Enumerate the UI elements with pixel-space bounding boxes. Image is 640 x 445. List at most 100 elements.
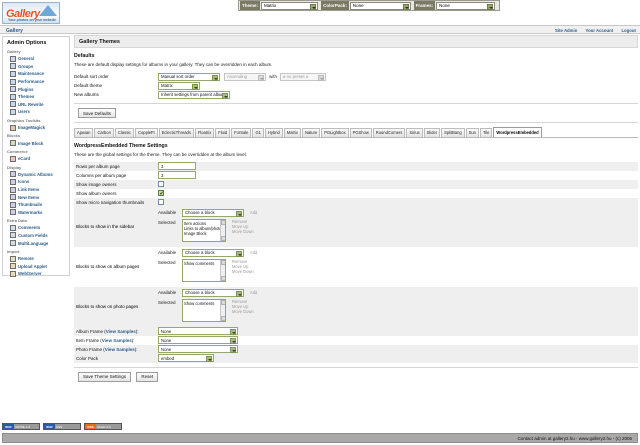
list-item[interactable]: Show comments (184, 260, 215, 266)
sidebar-item-watermarks[interactable]: Watermarks (7, 209, 66, 217)
tab-splitbang[interactable]: SplitBang (441, 127, 465, 137)
validation-badge[interactable]: W3C XHTML 1.0 (2, 423, 40, 430)
available-block-select[interactable]: Choose a block (182, 248, 244, 257)
validation-badge[interactable]: W3C CSS (43, 423, 81, 430)
listbox-scrollbar[interactable] (220, 259, 225, 281)
sidebar-item-multilanguage[interactable]: MultiLanguage (7, 239, 66, 247)
setting-text-input[interactable]: 3 (158, 171, 196, 180)
sidebar-item-custom-fields[interactable]: Custom Fields (7, 232, 66, 240)
setting-checkbox[interactable] (158, 199, 164, 206)
scroll-down-icon[interactable] (221, 315, 225, 321)
view-samples-link[interactable]: View Samples (101, 337, 132, 343)
scroll-up-icon[interactable] (221, 299, 225, 305)
sidebar-item-upload-applet[interactable]: Upload Applet (7, 262, 66, 270)
colorpack-selector[interactable]: None (349, 1, 411, 10)
available-block-select[interactable]: Choose a block (182, 288, 244, 297)
sort-direction-select[interactable]: Ascending (224, 72, 266, 81)
selected-blocks-listbox[interactable]: Show comments (182, 298, 226, 322)
sidebar-item-image-block[interactable]: Image Block (7, 139, 66, 147)
tab-tile[interactable]: Tile (479, 127, 493, 137)
validation-badge[interactable]: RSS VALID 2.0 (84, 423, 122, 430)
tab-floatrix[interactable]: Floatrix (194, 127, 215, 137)
tab-nature[interactable]: Nature (301, 127, 321, 137)
reset-button[interactable]: Reset (136, 371, 159, 382)
block-action-remove[interactable]: Remove (232, 258, 248, 264)
sidebar-item-general[interactable]: General (7, 55, 66, 63)
gallery-logo[interactable]: Gallery Your photos on your website (2, 2, 60, 24)
sort-preset-select[interactable]: a no preset a (280, 72, 327, 81)
tab-roundcorners[interactable]: RoundCorners (372, 127, 406, 137)
block-action-move-down[interactable]: Move Down (232, 268, 254, 274)
sidebar-item-ecard[interactable]: eCard (7, 155, 66, 163)
sidebar-item-url-rewrite[interactable]: URL Rewrite (7, 101, 66, 109)
sidebar-item-plugins[interactable]: Plugins (7, 85, 66, 93)
tab-eclecticthreads[interactable]: EclecticThreads (158, 127, 194, 137)
add-block-link[interactable]: Add (250, 289, 258, 295)
tab-coppleft[interactable]: CoppleFt (135, 127, 158, 137)
list-item[interactable]: Links to album/photo peers (184, 225, 225, 231)
save-theme-settings-button[interactable]: Save Theme Settings (78, 371, 131, 382)
tab-sun[interactable]: Sun (465, 127, 479, 137)
list-item[interactable]: Image Block (184, 230, 207, 236)
sidebar-item-icons[interactable]: Icons (7, 178, 66, 186)
block-action-move-up[interactable]: Move Up (232, 263, 249, 269)
selected-blocks-listbox[interactable]: Show comments (182, 258, 226, 282)
frame-select[interactable]: None (158, 336, 238, 345)
sidebar-item-users[interactable]: Users (7, 108, 66, 116)
tab-wordpressembedded[interactable]: WordpressEmbedded (493, 127, 542, 137)
listbox-scrollbar[interactable] (220, 219, 225, 241)
frame-select[interactable]: None (158, 345, 238, 354)
block-action-remove[interactable]: Remove (232, 218, 248, 224)
tab-sirius[interactable]: Sirius (406, 127, 423, 137)
block-action-move-up[interactable]: Move Up (232, 223, 249, 229)
list-item[interactable]: Show comments (184, 300, 215, 306)
site-admin-link[interactable]: Site Admin (555, 28, 578, 33)
tab-fluid[interactable]: Fluid (215, 127, 231, 137)
tab-carbon[interactable]: Carbon (94, 127, 114, 137)
tab-pgshow[interactable]: PGShow (349, 127, 372, 137)
sidebar-item-remote[interactable]: Remote (7, 255, 66, 263)
tab-pglightbox[interactable]: PGLightbox (321, 127, 349, 137)
frame-select[interactable]: None (158, 327, 238, 336)
theme-selector[interactable]: Matrix (261, 1, 319, 10)
available-block-select[interactable]: Choose a block (182, 208, 244, 217)
view-samples-link[interactable]: View Samples (105, 328, 136, 334)
add-block-link[interactable]: Add (250, 209, 258, 215)
sidebar-item-dynamic-albums[interactable]: Dynamic Albums (7, 171, 66, 179)
sidebar-item-imagemagick[interactable]: ImageMagick (7, 124, 66, 132)
block-action-move-up[interactable]: Move Up (232, 303, 249, 309)
list-item[interactable]: Item actions (184, 220, 207, 226)
block-action-move-down[interactable]: Move Down (232, 308, 254, 314)
scroll-down-icon[interactable] (221, 275, 225, 281)
block-action-move-down[interactable]: Move Down (232, 228, 254, 234)
setting-text-input[interactable]: 3 (158, 162, 196, 171)
block-action-remove[interactable]: Remove (232, 298, 248, 304)
new-albums-select[interactable]: Inherit settings from parent album (158, 90, 230, 99)
sidebar-item-web-server[interactable]: Web/Server (7, 270, 66, 278)
tab-ajaxian[interactable]: Ajaxian (74, 127, 94, 137)
scroll-up-icon[interactable] (221, 219, 225, 225)
default-sort-order-select[interactable]: Manual sort order (158, 72, 220, 81)
scroll-up-icon[interactable] (221, 259, 225, 265)
colorpack-select[interactable]: embed (158, 354, 214, 363)
sidebar-item-thumbnails[interactable]: Thumbnails (7, 201, 66, 209)
frames-selector[interactable]: None (436, 1, 496, 10)
tab-matrix[interactable]: Matrix (283, 127, 301, 137)
sidebar-item-groups[interactable]: Groups (7, 63, 66, 71)
tab-g1[interactable]: G1 (252, 127, 264, 137)
listbox-scrollbar[interactable] (220, 299, 225, 321)
view-samples-link[interactable]: View Samples (104, 346, 135, 352)
tab-classic[interactable]: Classic (114, 127, 135, 137)
your-account-link[interactable]: Your Account (585, 28, 614, 33)
sidebar-item-new-items[interactable]: New Items (7, 193, 66, 201)
breadcrumb[interactable]: Gallery (6, 27, 23, 34)
sidebar-item-comments[interactable]: Comments (7, 224, 66, 232)
default-theme-select[interactable]: Matrix (158, 81, 200, 90)
sidebar-item-link-items[interactable]: Link Items (7, 186, 66, 194)
tab-slider[interactable]: Slider (423, 127, 441, 137)
setting-checkbox[interactable] (158, 181, 164, 188)
save-defaults-button[interactable]: Save Defaults (78, 108, 117, 118)
tab-forsale[interactable]: ForSale (231, 127, 252, 137)
sidebar-item-themes[interactable]: Themes (7, 93, 66, 101)
